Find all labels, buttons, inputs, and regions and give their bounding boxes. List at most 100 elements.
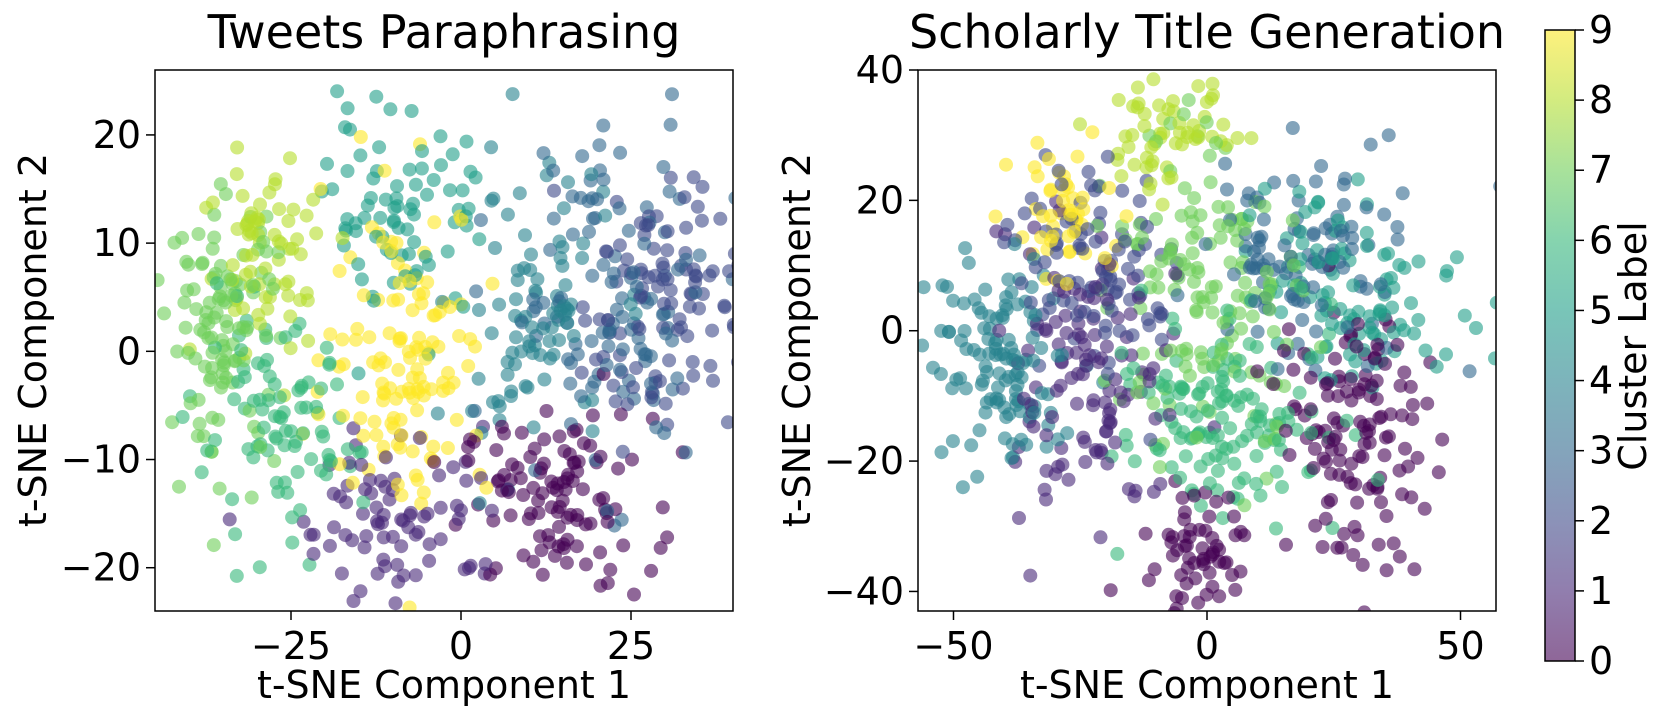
scatter-point bbox=[391, 292, 406, 307]
scatter-point bbox=[1308, 174, 1323, 189]
scatter-point bbox=[1295, 236, 1310, 251]
scatter-point bbox=[1177, 505, 1192, 520]
scatter-point bbox=[1277, 238, 1292, 253]
scatter-point bbox=[514, 344, 529, 359]
scatter-point bbox=[500, 367, 515, 382]
scatter-point bbox=[407, 207, 421, 222]
scatter-point bbox=[1392, 463, 1407, 478]
scatter-point bbox=[574, 365, 589, 380]
scatter-point bbox=[1034, 386, 1049, 401]
scatter-point bbox=[238, 267, 253, 282]
scatter-point bbox=[1238, 275, 1253, 290]
scatter-point bbox=[991, 380, 1005, 395]
scatter-point bbox=[1137, 119, 1152, 134]
scatter-point bbox=[262, 272, 277, 287]
scatter-point bbox=[225, 492, 240, 507]
scatter-point bbox=[175, 230, 190, 245]
scatter-point bbox=[326, 486, 341, 501]
scatter-point bbox=[720, 415, 733, 430]
scatter-point bbox=[484, 140, 499, 155]
left-x-axis-ticks: −25 0 25 bbox=[251, 611, 655, 668]
scatter-point bbox=[1420, 396, 1435, 411]
scatter-point bbox=[253, 197, 267, 212]
scatter-point bbox=[1198, 237, 1213, 252]
scatter-point bbox=[613, 145, 628, 160]
scatter-point bbox=[306, 527, 321, 542]
scatter-point bbox=[1142, 367, 1157, 382]
scatter-point bbox=[200, 443, 215, 458]
scatter-point bbox=[484, 193, 499, 208]
scatter-point bbox=[313, 182, 328, 196]
colorbar-tick-label: 1 bbox=[1589, 569, 1613, 613]
left-y-axis-ticks: −20 −10 0 10 20 bbox=[61, 113, 155, 590]
scatter-point bbox=[1153, 477, 1168, 491]
scatter-point bbox=[1365, 325, 1380, 340]
scatter-point bbox=[208, 433, 222, 448]
scatter-point bbox=[1244, 131, 1259, 146]
scatter-point bbox=[1144, 140, 1159, 155]
scatter-point bbox=[387, 213, 401, 228]
scatter-point bbox=[546, 163, 561, 178]
scatter-point bbox=[258, 261, 273, 276]
scatter-point bbox=[1177, 181, 1192, 196]
scatter-point bbox=[1210, 428, 1225, 443]
scatter-point bbox=[1286, 362, 1301, 377]
scatter-point bbox=[1240, 387, 1254, 402]
scatter-point bbox=[382, 492, 397, 507]
scatter-point bbox=[188, 351, 203, 366]
scatter-point bbox=[1292, 385, 1307, 400]
scatter-point bbox=[1080, 222, 1095, 237]
scatter-point bbox=[1275, 480, 1289, 494]
scatter-point bbox=[658, 396, 673, 411]
scatter-point bbox=[1215, 511, 1230, 526]
scatter-point bbox=[660, 272, 675, 287]
scatter-point bbox=[205, 361, 220, 375]
scatter-point bbox=[358, 482, 373, 497]
scatter-point bbox=[1112, 277, 1127, 292]
scatter-point bbox=[278, 423, 293, 438]
scatter-point bbox=[981, 332, 996, 346]
scatter-point bbox=[1093, 205, 1108, 220]
scatter-point bbox=[405, 444, 420, 459]
scatter-point bbox=[504, 389, 518, 403]
scatter-point bbox=[304, 452, 319, 467]
scatter-point bbox=[1333, 223, 1348, 238]
scatter-point bbox=[739, 225, 753, 239]
scatter-point bbox=[336, 408, 350, 423]
scatter-point bbox=[1175, 137, 1189, 152]
scatter-point bbox=[1381, 246, 1395, 261]
scatter-point bbox=[665, 87, 679, 102]
scatter-point bbox=[1278, 423, 1293, 438]
scatter-point bbox=[434, 158, 448, 173]
scatter-point bbox=[1332, 467, 1347, 482]
scatter-point bbox=[751, 391, 765, 405]
scatter-point bbox=[1050, 348, 1065, 363]
scatter-point bbox=[1220, 303, 1235, 318]
scatter-point bbox=[1146, 72, 1161, 87]
scatter-point bbox=[369, 500, 384, 515]
scatter-point bbox=[472, 496, 487, 511]
scatter-point bbox=[1315, 540, 1330, 554]
scatter-point bbox=[615, 342, 630, 357]
scatter-point bbox=[1232, 368, 1247, 383]
scatter-point bbox=[323, 327, 338, 342]
scatter-point bbox=[1488, 351, 1496, 366]
scatter-point bbox=[393, 440, 408, 455]
scatter-point bbox=[1206, 358, 1221, 373]
scatter-point bbox=[1023, 295, 1038, 310]
scatter-point bbox=[1331, 389, 1346, 404]
scatter-point bbox=[596, 491, 611, 506]
scatter-point bbox=[1111, 93, 1126, 107]
scatter-point bbox=[1377, 448, 1392, 463]
scatter-point bbox=[934, 445, 949, 460]
scatter-point bbox=[534, 461, 549, 476]
scatter-point bbox=[505, 87, 520, 102]
scatter-point bbox=[599, 358, 614, 372]
scatter-point bbox=[1202, 509, 1217, 524]
scatter-point bbox=[992, 323, 1007, 338]
scatter-point bbox=[492, 297, 507, 312]
scatter-point bbox=[1344, 242, 1359, 256]
scatter-point bbox=[1114, 345, 1129, 360]
scatter-point bbox=[569, 539, 584, 554]
scatter-point bbox=[1205, 531, 1220, 545]
